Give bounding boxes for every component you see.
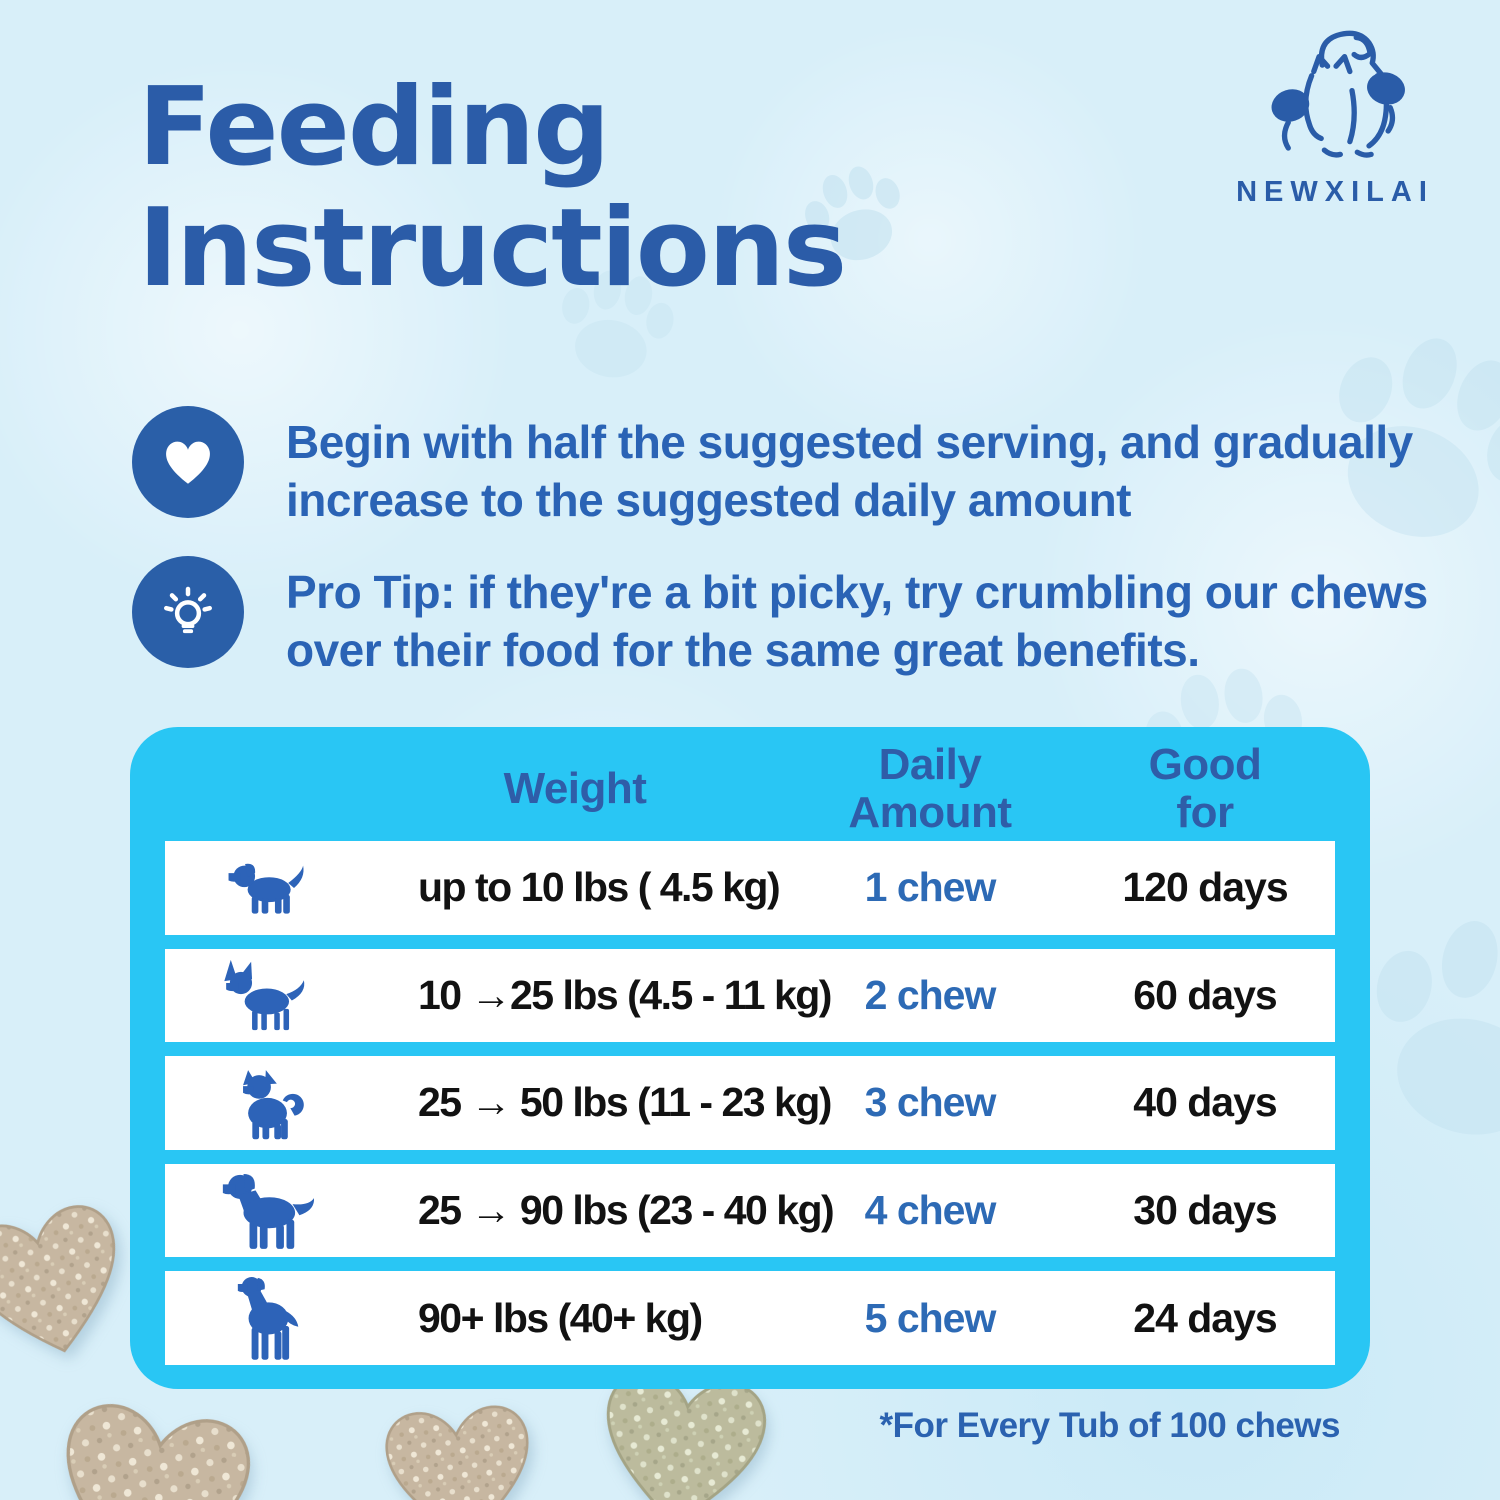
lightbulb-icon xyxy=(132,556,244,668)
page-title-line1: Feeding xyxy=(138,65,610,190)
tip-pro-tip-text: Pro Tip: if they're a bit picky, try cru… xyxy=(286,566,1428,676)
dog-large-icon xyxy=(165,1168,365,1254)
good-for-value: 30 days xyxy=(1133,1187,1277,1234)
brand-name: NEWXILAI xyxy=(1236,176,1434,208)
weight-value: 25 → 90 lbs (23 - 40 kg) xyxy=(418,1187,835,1234)
table-row: up to 10 lbs ( 4.5 kg) 1 chew 120 days xyxy=(165,841,1335,935)
dog-medium-icon xyxy=(165,1065,365,1141)
table-row: 10 →25 lbs (4.5 - 11 kg) 2 chew 60 days xyxy=(165,948,1335,1043)
daily-amount-value: 4 chew xyxy=(864,1187,997,1234)
dog-extra-large-icon xyxy=(165,1274,365,1362)
paw-print-icon xyxy=(1339,338,1500,537)
page-title: Feeding Instructions xyxy=(138,65,847,311)
dog-extra-small-icon xyxy=(165,859,365,917)
feeding-table-header: Weight Daily Amount Good for xyxy=(165,737,1335,841)
good-for-value: 60 days xyxy=(1133,971,1277,1018)
feeding-table: Weight Daily Amount Good for up to 10 lb… xyxy=(130,727,1370,1389)
paw-print-icon xyxy=(805,166,900,261)
daily-amount-value: 2 chew xyxy=(864,971,997,1018)
daily-amount-value: 5 chew xyxy=(864,1294,997,1341)
brand-logo-dog-cat-icon xyxy=(1271,30,1405,158)
heart-icon xyxy=(132,406,244,518)
dog-small-icon xyxy=(165,958,365,1032)
column-header-weight: Weight xyxy=(503,764,647,814)
heart-chew-photo xyxy=(66,1404,251,1500)
column-header-good-for: Good for xyxy=(1148,740,1262,837)
brand-logo: NEWXILAI xyxy=(1215,22,1455,209)
good-for-value: 120 days xyxy=(1122,864,1288,911)
weight-value: 10 →25 lbs (4.5 - 11 kg) xyxy=(418,971,832,1018)
weight-value: up to 10 lbs ( 4.5 kg) xyxy=(418,864,781,911)
tip-serving: Begin with half the suggested serving, a… xyxy=(132,406,1446,530)
page-title-line2: Instructions xyxy=(138,185,847,311)
heart-chew-photo xyxy=(385,1405,529,1500)
table-row: 25 → 90 lbs (23 - 40 kg) 4 chew 30 days xyxy=(165,1163,1335,1258)
column-header-daily-amount: Daily Amount xyxy=(848,740,1012,837)
good-for-value: 24 days xyxy=(1133,1294,1277,1341)
paw-print-icon xyxy=(562,270,674,378)
table-row: 25 → 50 lbs (11 - 23 kg) 3 chew 40 days xyxy=(165,1056,1335,1150)
footnote: *For Every Tub of 100 chews xyxy=(879,1406,1341,1445)
daily-amount-value: 3 chew xyxy=(864,1079,997,1126)
weight-value: 90+ lbs (40+ kg) xyxy=(418,1294,703,1341)
weight-value: 25 → 50 lbs (11 - 23 kg) xyxy=(418,1079,832,1126)
tip-pro-tip: Pro Tip: if they're a bit picky, try cru… xyxy=(132,556,1446,680)
table-row: 90+ lbs (40+ kg) 5 chew 24 days xyxy=(165,1271,1335,1365)
heart-chew-photo xyxy=(606,1372,767,1500)
paw-print-icon xyxy=(1376,921,1500,1135)
tip-serving-text: Begin with half the suggested serving, a… xyxy=(286,416,1413,526)
heart-chew-photo xyxy=(0,1205,116,1353)
good-for-value: 40 days xyxy=(1133,1079,1277,1126)
feeding-table-body: up to 10 lbs ( 4.5 kg) 1 chew 120 days 1… xyxy=(165,841,1335,1365)
daily-amount-value: 1 chew xyxy=(864,864,997,911)
